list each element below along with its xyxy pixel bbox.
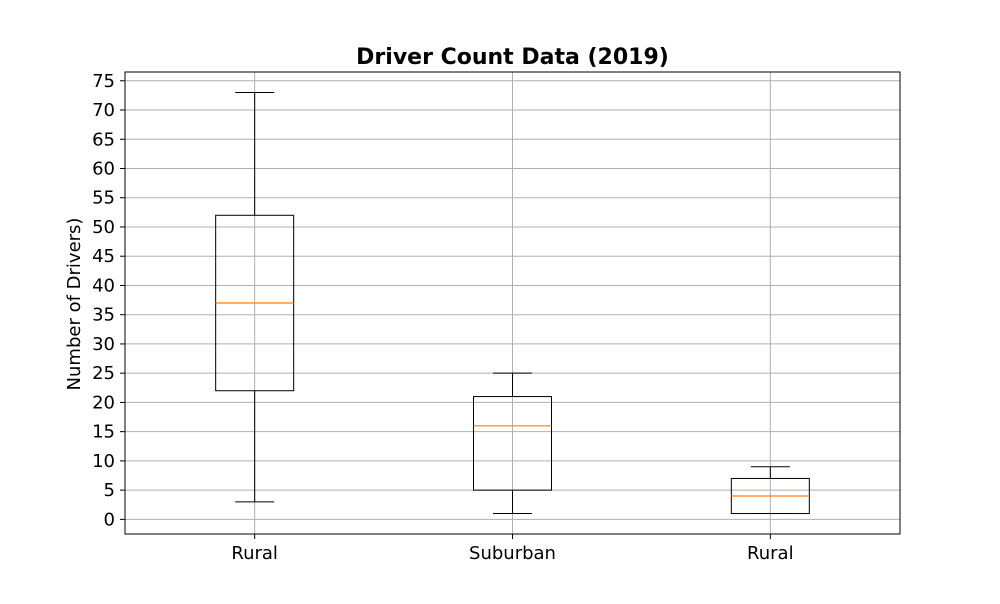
y-tick-label: 65 <box>92 129 115 150</box>
tick-layer: 0 5 10 15 20 25 30 35 40 45 50 55 60 65 70 75 Rural Subur… <box>92 71 794 564</box>
x-tick-label: Rural <box>231 543 278 564</box>
y-axis-label: Number of Drivers) <box>64 218 85 391</box>
y-tick-label: 55 <box>92 188 115 209</box>
y-tick-label: 5 <box>104 480 115 501</box>
y-tick-label: 30 <box>92 334 115 355</box>
box-layer <box>215 91 810 515</box>
y-tick-label: 20 <box>92 392 115 413</box>
y-tick-label: 35 <box>92 305 115 326</box>
y-tick-label: 10 <box>92 451 115 472</box>
box-group <box>730 466 810 515</box>
y-tick-label: 25 <box>92 363 115 384</box>
y-tick-label: 70 <box>92 100 115 121</box>
x-tick-label: Suburban <box>469 543 556 564</box>
y-tick-label: 45 <box>92 246 115 267</box>
iqr-box <box>473 396 552 491</box>
y-tick-label: 15 <box>92 422 115 443</box>
y-tick-label: 0 <box>104 509 115 530</box>
box-group <box>473 372 552 515</box>
x-tick-label: Rural <box>747 543 794 564</box>
box-group <box>215 91 295 503</box>
y-tick-label: 50 <box>92 217 115 238</box>
y-tick-label: 75 <box>92 71 115 92</box>
chart-title: Driver Count Data (2019) <box>356 45 669 70</box>
y-tick-label: 60 <box>92 158 115 179</box>
y-tick-label: 40 <box>92 275 115 296</box>
